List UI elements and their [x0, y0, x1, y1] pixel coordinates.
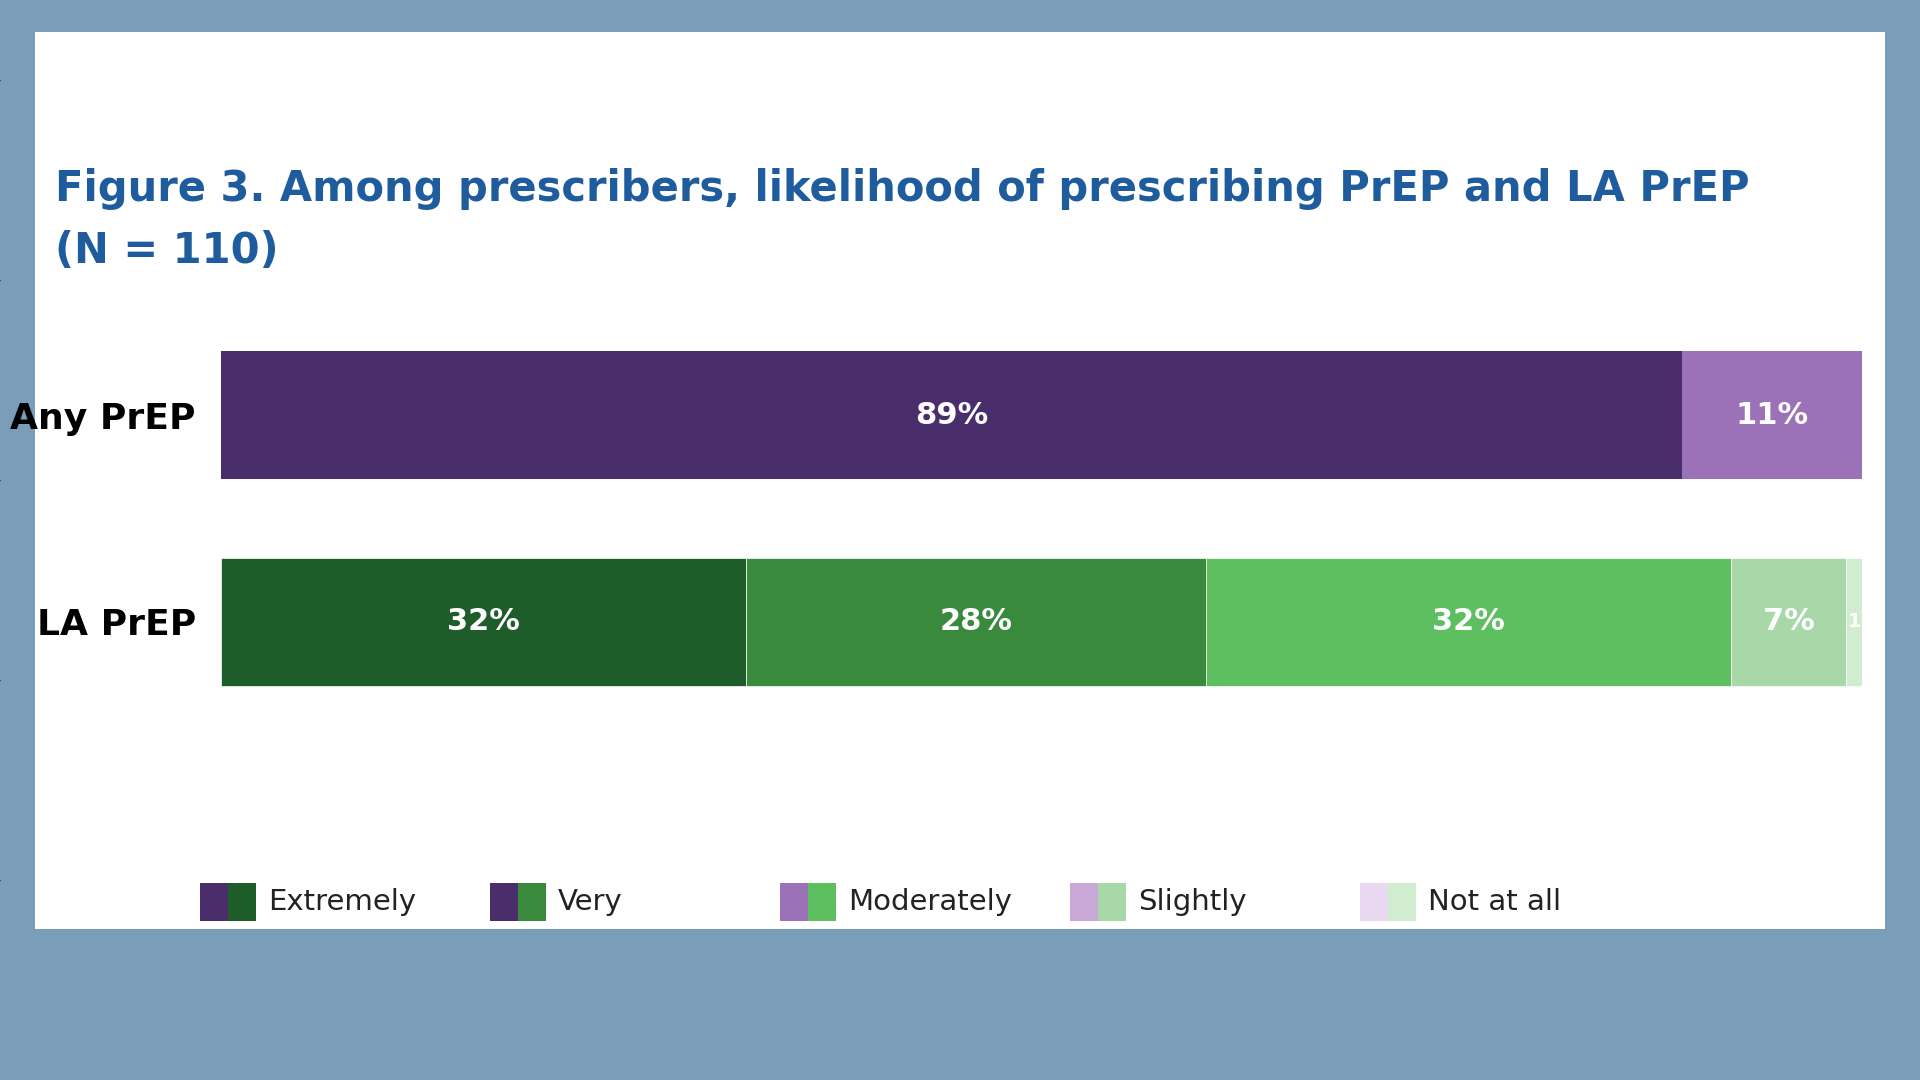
Text: Figure 3. Among prescribers, likelihood of prescribing PrEP and LA PrEP: Figure 3. Among prescribers, likelihood …: [56, 168, 1749, 210]
Text: Slightly: Slightly: [1139, 888, 1246, 916]
Bar: [1732, 557, 1845, 686]
Polygon shape: [1098, 883, 1125, 921]
Text: Moderately: Moderately: [849, 888, 1012, 916]
Text: 7%: 7%: [1763, 607, 1814, 636]
Polygon shape: [200, 883, 228, 921]
Bar: [1845, 557, 1862, 686]
Text: 32%: 32%: [447, 607, 520, 636]
Polygon shape: [1069, 883, 1098, 921]
Polygon shape: [518, 883, 545, 921]
Text: Not at all: Not at all: [1428, 888, 1561, 916]
Polygon shape: [780, 883, 808, 921]
Text: 11%: 11%: [1736, 401, 1809, 430]
Bar: [221, 557, 747, 686]
Bar: [747, 557, 1206, 686]
Text: Very: Very: [559, 888, 622, 916]
Polygon shape: [490, 883, 518, 921]
Text: 28%: 28%: [939, 607, 1012, 636]
Text: 89%: 89%: [914, 401, 989, 430]
Polygon shape: [808, 883, 835, 921]
Polygon shape: [1359, 883, 1388, 921]
Bar: [1206, 557, 1732, 686]
Text: 1: 1: [1847, 612, 1860, 631]
Text: Extremely: Extremely: [269, 888, 417, 916]
Bar: [221, 351, 1682, 480]
Bar: [1682, 351, 1862, 480]
Text: 32%: 32%: [1432, 607, 1505, 636]
Polygon shape: [1388, 883, 1417, 921]
Polygon shape: [228, 883, 255, 921]
Text: (N = 110): (N = 110): [56, 230, 278, 272]
